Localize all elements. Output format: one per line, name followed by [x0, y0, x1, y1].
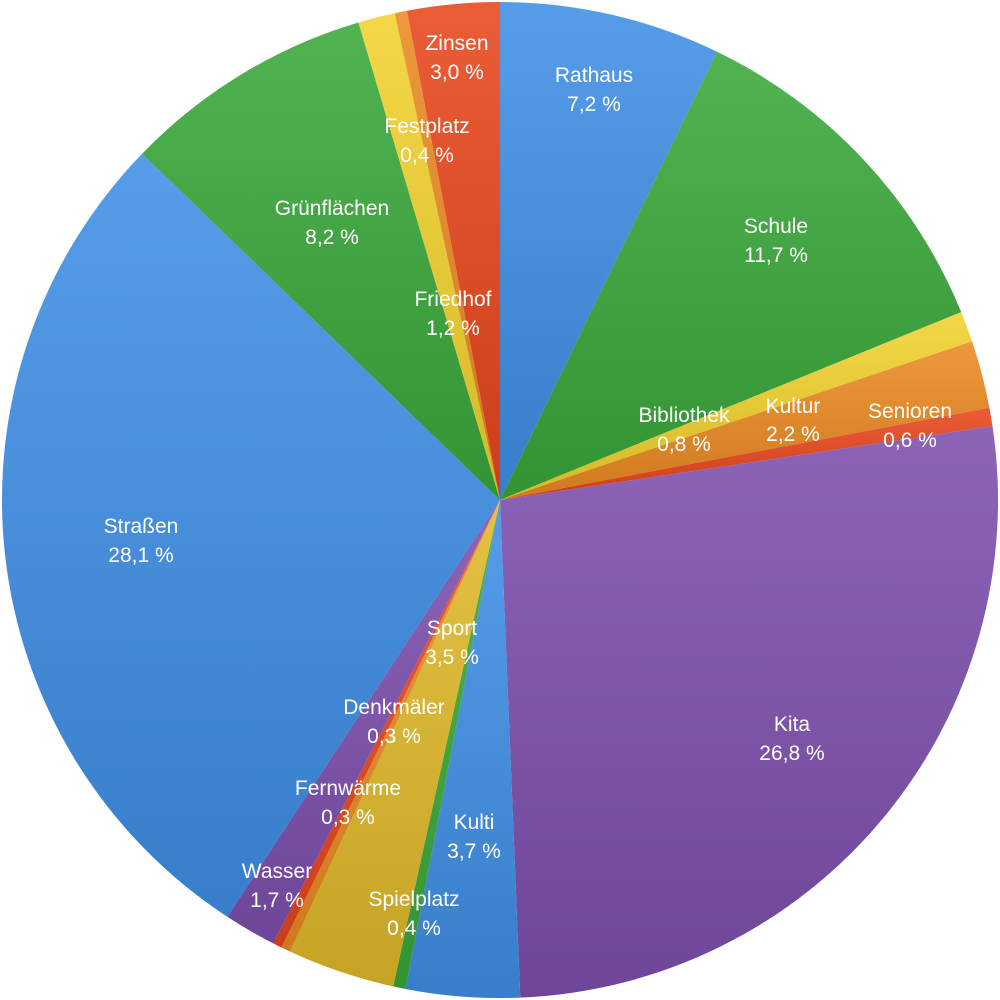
slice-value: 0,3 % — [321, 806, 375, 829]
slice-label-kita: Kita 26,8 % — [759, 713, 824, 765]
slice-value: 7,2 % — [567, 93, 621, 116]
pie-slice-shade-3 — [500, 341, 990, 500]
slice-name: Straßen — [104, 515, 179, 538]
slice-name: Kita — [774, 713, 811, 736]
pie-slice-shade-6 — [405, 500, 521, 999]
slice-value: 1,2 % — [426, 317, 480, 340]
slice-value: 26,8 % — [759, 742, 824, 765]
slice-label-sport: Sport 3,5 % — [425, 617, 479, 669]
pie-slice-shade-15 — [394, 10, 500, 501]
slice-value: 3,5 % — [425, 646, 479, 669]
slice-label-fernwaerme: Fernwärme 0,3 % — [295, 777, 401, 829]
slice-value: 0,4 % — [387, 917, 441, 940]
slice-label-friedhof: Friedhof 1,2 % — [414, 288, 491, 340]
slice-name: Fernwärme — [295, 777, 401, 800]
slice-name: Schule — [744, 215, 808, 238]
slice-label-senioren: Senioren 0,6 % — [868, 400, 952, 452]
slice-name: Denkmäler — [343, 696, 445, 719]
pie-slice-shade-4 — [500, 407, 993, 500]
slice-label-denkmaeler: Denkmäler 0,3 % — [343, 696, 445, 748]
slice-name: Bibliothek — [638, 404, 730, 427]
pie-slice-shade-11 — [227, 500, 500, 944]
pie-slice-shade-8 — [289, 500, 500, 987]
pie-slice-shade-2 — [500, 312, 973, 500]
slice-value: 0,8 % — [657, 433, 711, 456]
slice-name: Kultur — [766, 395, 821, 418]
pie-slice-shade-16 — [406, 2, 500, 500]
slice-name: Spielplatz — [368, 888, 459, 911]
slice-label-rathaus: Rathaus 7,2 % — [555, 64, 633, 116]
pie-slice-shade-7 — [393, 500, 500, 989]
slice-label-bibliothek: Bibliothek 0,8 % — [638, 404, 730, 456]
slice-label-zinsen: Zinsen 3,0 % — [425, 32, 488, 84]
slice-label-kulti: Kulti 3,7 % — [447, 811, 501, 863]
pie-slice-shade-13 — [142, 22, 500, 501]
slice-name: Wasser — [242, 860, 312, 883]
slice-label-wasser: Wasser 1,7 % — [242, 860, 312, 912]
slice-name: Kulti — [454, 811, 495, 834]
pie-slice-shade-5 — [500, 426, 999, 998]
slice-name: Grünflächen — [275, 197, 389, 220]
slice-name: Zinsen — [425, 32, 488, 55]
slice-value: 11,7 % — [744, 244, 808, 267]
slice-value: 28,1 % — [108, 544, 173, 567]
slice-value: 3,7 % — [447, 840, 501, 863]
slice-name: Friedhof — [414, 288, 491, 311]
pie-slice-shade-12 — [1, 153, 500, 917]
slice-value: 3,0 % — [430, 61, 484, 84]
slice-value: 2,2 % — [766, 423, 820, 446]
slice-value: 0,3 % — [367, 725, 421, 748]
slice-name: Festplatz — [384, 115, 469, 138]
pie-slice-shade-10 — [273, 500, 500, 948]
pie-labels: Rathaus 7,2 % Schule 11,7 % Kita 26,8 % … — [104, 32, 952, 940]
pie-slice-shade-0 — [500, 1, 718, 500]
slice-label-gruenflaechen: Grünflächen 8,2 % — [275, 197, 389, 249]
slice-value: 1,7 % — [250, 889, 304, 912]
pie-slice-shade-14 — [358, 13, 500, 500]
slice-value: 8,2 % — [305, 226, 359, 249]
slice-name: Senioren — [868, 400, 952, 423]
slice-value: 0,4 % — [400, 144, 454, 167]
slice-label-schule: Schule 11,7 % — [744, 215, 808, 267]
pie-slice-shade-1 — [500, 51, 962, 501]
slice-label-strassen: Straßen 28,1 % — [104, 515, 179, 567]
pie-slice-shade-9 — [281, 500, 500, 952]
slice-label-festplatz: Festplatz 0,4 % — [384, 115, 469, 167]
slice-name: Rathaus — [555, 64, 633, 87]
slice-value: 0,6 % — [883, 429, 937, 452]
slice-name: Sport — [427, 617, 477, 640]
slice-label-kultur: Kultur 2,2 % — [766, 395, 821, 446]
slice-label-spielplatz: Spielplatz 0,4 % — [368, 888, 459, 940]
